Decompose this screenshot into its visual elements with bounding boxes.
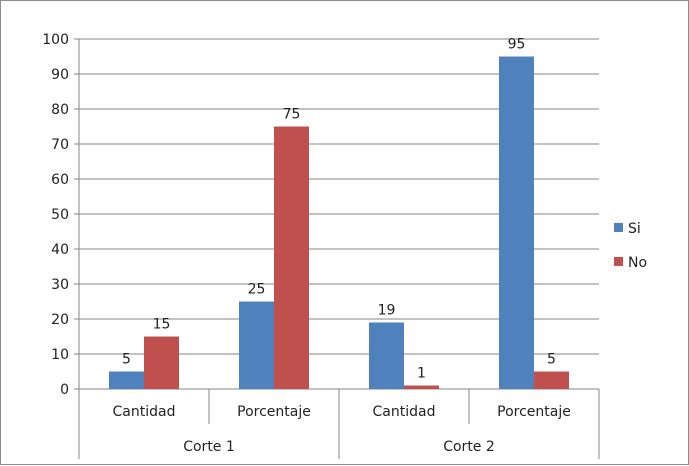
y-tick-label: 100 [42,32,69,48]
data-label: 19 [378,303,396,319]
bar-no [274,126,309,389]
x-category-label: Porcentaje [497,404,571,420]
y-tick-label: 30 [51,277,69,293]
y-tick-label: 60 [51,172,69,188]
data-label: 75 [283,107,301,123]
y-tick-label: 0 [60,382,69,398]
x-category-label: Cantidad [113,404,176,420]
y-tick-label: 80 [51,102,69,118]
y-tick-label: 90 [51,67,69,83]
x-category-label: Porcentaje [237,404,311,420]
bar-no [144,336,179,389]
legend-swatch-si [614,223,623,232]
legend: Si No [614,221,647,271]
legend-label-no: No [628,255,647,271]
y-tick-label: 20 [51,312,69,328]
data-label: 15 [153,317,171,333]
x-group-label: Corte 1 [183,439,235,455]
data-label: 1 [417,366,426,382]
legend-swatch-no [614,257,623,266]
axes: 0 10 20 30 40 50 60 70 80 90 100 Cantidad Porcentaje… [42,32,600,459]
gridlines [79,38,599,355]
data-label: 5 [547,352,556,368]
bar-no [534,371,569,389]
data-label: 5 [122,352,131,368]
bars [109,56,569,389]
bar-si [499,56,534,389]
x-group-label: Corte 2 [443,439,495,455]
y-tick-label: 40 [51,242,69,258]
y-tick-label: 50 [51,207,69,223]
bar-si [369,322,404,389]
y-tick-label: 10 [51,347,69,363]
legend-label-si: Si [628,221,641,237]
bar-si [239,301,274,389]
data-label: 25 [248,282,266,298]
bar-no [404,385,439,389]
x-category-label: Cantidad [373,404,436,420]
bar-si [109,371,144,389]
y-tick-label: 70 [51,137,69,153]
data-label: 95 [508,37,526,53]
